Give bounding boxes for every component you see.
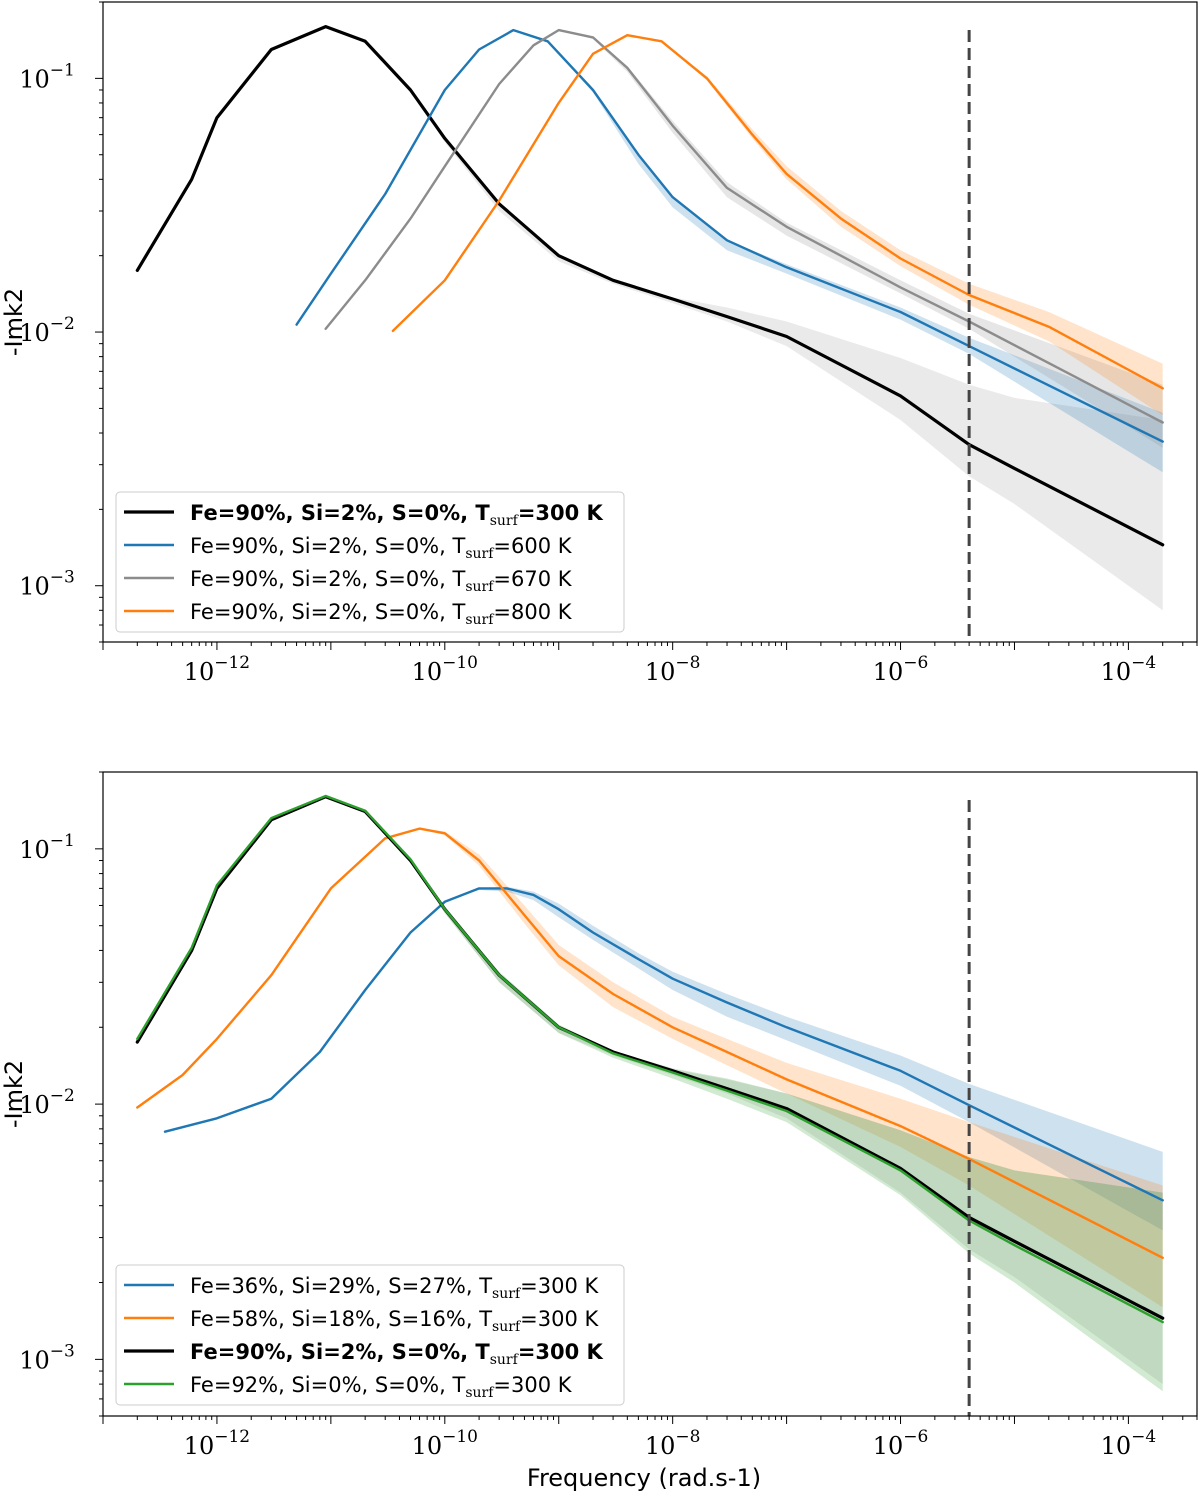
series-line-3 (136, 794, 1164, 1324)
legend-entry-label: Fe=36%, Si=29%, S=27%, Tsurf=300 K (190, 1274, 599, 1302)
y-tick-label: 10−2 (19, 314, 75, 347)
uncertainty-band-1 (296, 30, 1163, 473)
y-tick-label: 10−2 (19, 1086, 75, 1119)
x-tick-label: 10−8 (645, 653, 701, 686)
x-tick-label: 10−6 (873, 1427, 929, 1460)
legend-entry-label: Fe=90%, Si=2%, S=0%, Tsurf=300 K (190, 501, 604, 529)
legend: Fe=36%, Si=29%, S=27%, Tsurf=300 K Fe=58%… (115, 1264, 625, 1406)
y-tick-label: 10−1 (19, 60, 75, 93)
series-line-3 (391, 34, 1164, 390)
y-axis-label: -Imk2 (0, 1060, 28, 1128)
y-tick-label: 10−3 (19, 1341, 75, 1374)
legend-entry-label: Fe=90%, Si=2%, S=0%, Tsurf=670 K (190, 567, 573, 595)
legend: Fe=90%, Si=2%, S=0%, Tsurf=300 K Fe=90%, … (115, 491, 625, 633)
y-tick-label: 10−3 (19, 568, 75, 601)
legend-entry-label: Fe=90%, Si=2%, S=0%, Tsurf=600 K (190, 534, 573, 562)
series-line-2 (135, 795, 1165, 1320)
x-tick-label: 10−12 (184, 1427, 250, 1460)
y-axis-label: -Imk2 (0, 288, 28, 356)
series-line-1 (136, 827, 1164, 1259)
series-line-0 (135, 25, 1165, 547)
x-tick-label: 10−8 (645, 1427, 701, 1460)
legend-entry-label: Fe=92%, Si=0%, S=0%, Tsurf=300 K (190, 1373, 573, 1401)
x-tick-label: 10−12 (184, 653, 250, 686)
axes-frame (102, 771, 1198, 1417)
x-axis-label: Frequency (rad.s-1) (527, 1464, 761, 1492)
top-panel: 10−12 10−10 10−8 10−6 10−4 10−1 10−2 10−3 -Imk2 F… (0, 1, 1198, 686)
plot-area (135, 25, 1165, 611)
series-line-2 (324, 28, 1164, 424)
plot-area (135, 794, 1165, 1392)
legend-box (115, 1264, 625, 1406)
x-tick-label: 10−10 (412, 653, 478, 686)
axes-frame (102, 1, 1198, 643)
legend-entry-label: Fe=58%, Si=18%, S=16%, Tsurf=300 K (190, 1307, 599, 1335)
legend-entry-label: Fe=90%, Si=2%, S=0%, Tsurf=300 K (190, 1340, 604, 1368)
y-tick-label: 10−1 (19, 831, 75, 864)
x-tick-label: 10−6 (873, 653, 929, 686)
legend-entry-label: Fe=90%, Si=2%, S=0%, Tsurf=800 K (190, 600, 573, 628)
bottom-panel: 10−12 10−10 10−8 10−6 10−4 10−1 10−2 10−3 -Imk2 F… (0, 771, 1198, 1492)
series-line-1 (295, 28, 1164, 443)
x-tick-label: 10−4 (1101, 653, 1157, 686)
legend-box (115, 491, 625, 633)
series-line-0 (163, 887, 1164, 1202)
x-tick-label: 10−10 (412, 1427, 478, 1460)
x-tick-label: 10−4 (1101, 1427, 1157, 1460)
